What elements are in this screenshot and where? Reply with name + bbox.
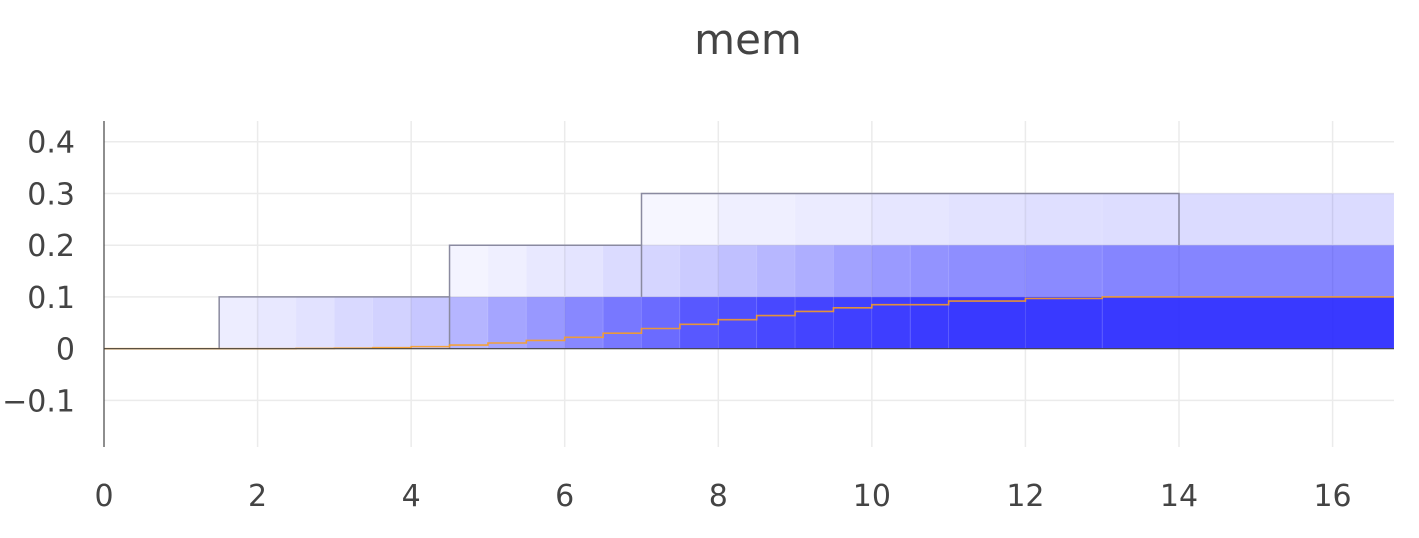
heatmap-cell [1101,296,1395,350]
y-tick-label: 0 [56,333,75,368]
heatmap-cell [717,192,796,246]
x-tick-labels: 0 2 4 6 8 10 12 14 16 [94,479,1351,514]
heatmap-cell [1178,192,1395,246]
heatmap-cell [832,296,873,350]
heatmap-cell [564,244,604,298]
x-tick-label: 16 [1313,479,1351,514]
band-outline [448,244,643,297]
x-tick-label: 8 [709,479,728,514]
series-lines [104,296,1394,350]
x-tick-label: 4 [402,479,421,514]
y-tick-label: 0.3 [27,177,75,212]
heatmap-cell [449,244,489,298]
heatmap-cell [679,296,719,350]
heatmap-cell [794,244,834,298]
heatmap-cell [1024,192,1103,246]
heatmap-cell [449,296,489,350]
heatmap-cell [1101,244,1395,298]
y-tick-label: 0.4 [27,126,75,161]
heatmap-cell [871,192,950,246]
heatmap-cell [257,296,297,350]
step-line-series [104,296,1394,350]
heatmap-cell [218,296,259,350]
heatmap-cell [717,296,758,350]
heatmap-cell [525,244,566,298]
x-tick-label: 0 [94,479,113,514]
chart-title: mem [694,15,802,64]
y-tick-label: 0.1 [27,281,75,316]
band-outlines [218,192,1180,349]
heatmap-cell [333,296,374,350]
y-tick-label: 0.2 [27,229,75,264]
heatmap-cell [487,244,527,298]
heatmap-cell [602,296,642,350]
x-tick-label: 6 [555,479,574,514]
heatmap-cell [948,244,1026,298]
band-outline [640,192,1180,246]
band-outline [218,296,451,349]
x-tick-label: 2 [248,479,267,514]
heatmap-cell [1024,244,1103,298]
heatmap-cell [602,244,642,298]
axes [103,121,1394,447]
x-tick-label: 10 [853,479,891,514]
y-tick-label: −0.1 [2,384,75,419]
heatmap-cell [1024,296,1103,350]
heatmap-cell [1101,192,1180,246]
heatmap-cell [832,244,873,298]
heatmap-cell [756,244,796,298]
heatmap-cell [295,296,335,350]
heatmap-cell [372,296,412,350]
x-tick-label: 12 [1006,479,1044,514]
heatmap-cells [218,192,1395,350]
heatmap-cell [909,244,950,298]
heatmap-cell [564,296,604,350]
heatmap-cell [948,192,1026,246]
heatmap-cell [679,244,719,298]
heatmap-cell [410,296,451,350]
y-tick-labels: 0.4 0.3 0.2 0.1 0 −0.1 [2,126,75,420]
heatmap-cell [909,296,950,350]
heatmap-cell [641,296,681,350]
heatmap-cell [487,296,527,350]
heatmap-cell [717,244,758,298]
x-tick-label: 14 [1160,479,1198,514]
heatmap-cell [871,244,911,298]
heatmap-cell [948,296,1026,350]
heatmap-cell [756,296,796,350]
heatmap-cell [641,244,681,298]
heatmap-cell [641,192,719,246]
heatmap-cell [794,192,873,246]
heatmap-cell [794,296,834,350]
